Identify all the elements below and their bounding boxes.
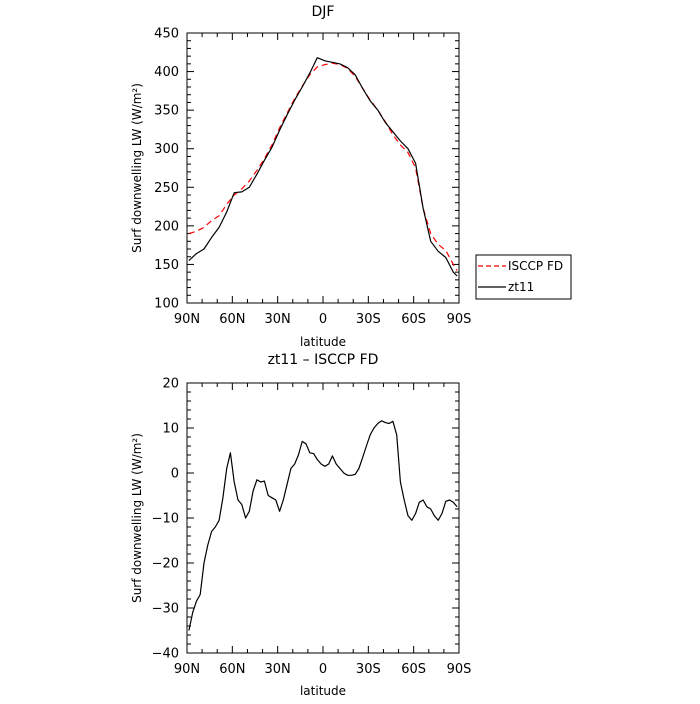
x-tick-label: 30N xyxy=(265,312,291,327)
x-tick-label: 60S xyxy=(401,312,426,327)
x-tick-label: 30S xyxy=(356,312,381,327)
y-tick-label: 20 xyxy=(162,377,179,392)
x-tick-label: 90S xyxy=(447,662,472,677)
top-panel-ticks: 90N 60N 30N 0 30S 60S 90S 100 150 200 250 300 350 400… xyxy=(154,27,471,328)
y-tick-label: 400 xyxy=(154,65,179,80)
x-tick-label: 90S xyxy=(447,312,472,327)
legend-box xyxy=(475,254,572,300)
x-tick-label: 60N xyxy=(219,662,245,677)
y-tick-label: 350 xyxy=(154,104,179,119)
y-tick-label: 250 xyxy=(154,181,179,196)
x-tick-label: 60N xyxy=(219,312,245,327)
top-panel-title: DJF xyxy=(312,4,335,20)
x-tick-label: 0 xyxy=(319,312,327,327)
zt11-series-line xyxy=(188,57,458,277)
y-tick-label: 10 xyxy=(162,422,179,437)
top-panel-lines xyxy=(188,57,458,277)
x-tick-label: 0 xyxy=(319,662,327,677)
bottom-panel-xlabel: latitude xyxy=(300,684,346,698)
y-tick-label: 450 xyxy=(154,27,179,42)
y-tick-label: −30 xyxy=(152,602,179,617)
top-panel-xlabel: latitude xyxy=(300,335,346,349)
x-tick-label: 90N xyxy=(174,662,200,677)
top-panel: DJF latitude Surf downwelling LW (W/m²) … xyxy=(130,4,572,349)
x-tick-label: 30S xyxy=(356,662,381,677)
legend-label-zt11: zt11 xyxy=(508,280,534,294)
y-tick-label: −40 xyxy=(152,647,179,662)
top-panel-ylabel: Surf downwelling LW (W/m²) xyxy=(130,83,144,253)
x-tick-label: 30N xyxy=(265,662,291,677)
y-tick-label: 300 xyxy=(154,142,179,157)
y-tick-label: 200 xyxy=(154,219,179,234)
y-tick-label: 100 xyxy=(154,297,179,312)
y-tick-label: 0 xyxy=(171,467,179,482)
bottom-panel-lines xyxy=(188,420,458,631)
bottom-panel-ylabel: Surf downwelling LW (W/m²) xyxy=(130,433,144,603)
bottom-panel-title: zt11 – ISCCP FD xyxy=(268,352,379,368)
bottom-panel: zt11 – ISCCP FD latitude Surf downwellin… xyxy=(130,352,471,698)
x-tick-label: 90N xyxy=(174,312,200,327)
legend-label-isccp: ISCCP FD xyxy=(508,259,563,273)
legend: ISCCP FD zt11 xyxy=(475,254,572,300)
x-tick-label: 60S xyxy=(401,662,426,677)
y-tick-label: 150 xyxy=(154,258,179,273)
y-tick-label: −20 xyxy=(152,557,179,572)
bottom-panel-ticks: 90N 60N 30N 0 30S 60S 90S −40 −30 −20 −10 0 10 20 xyxy=(152,377,472,678)
difference-series-line xyxy=(188,420,458,631)
y-tick-label: −10 xyxy=(152,512,179,527)
isccp-fd-series-line xyxy=(188,62,458,271)
